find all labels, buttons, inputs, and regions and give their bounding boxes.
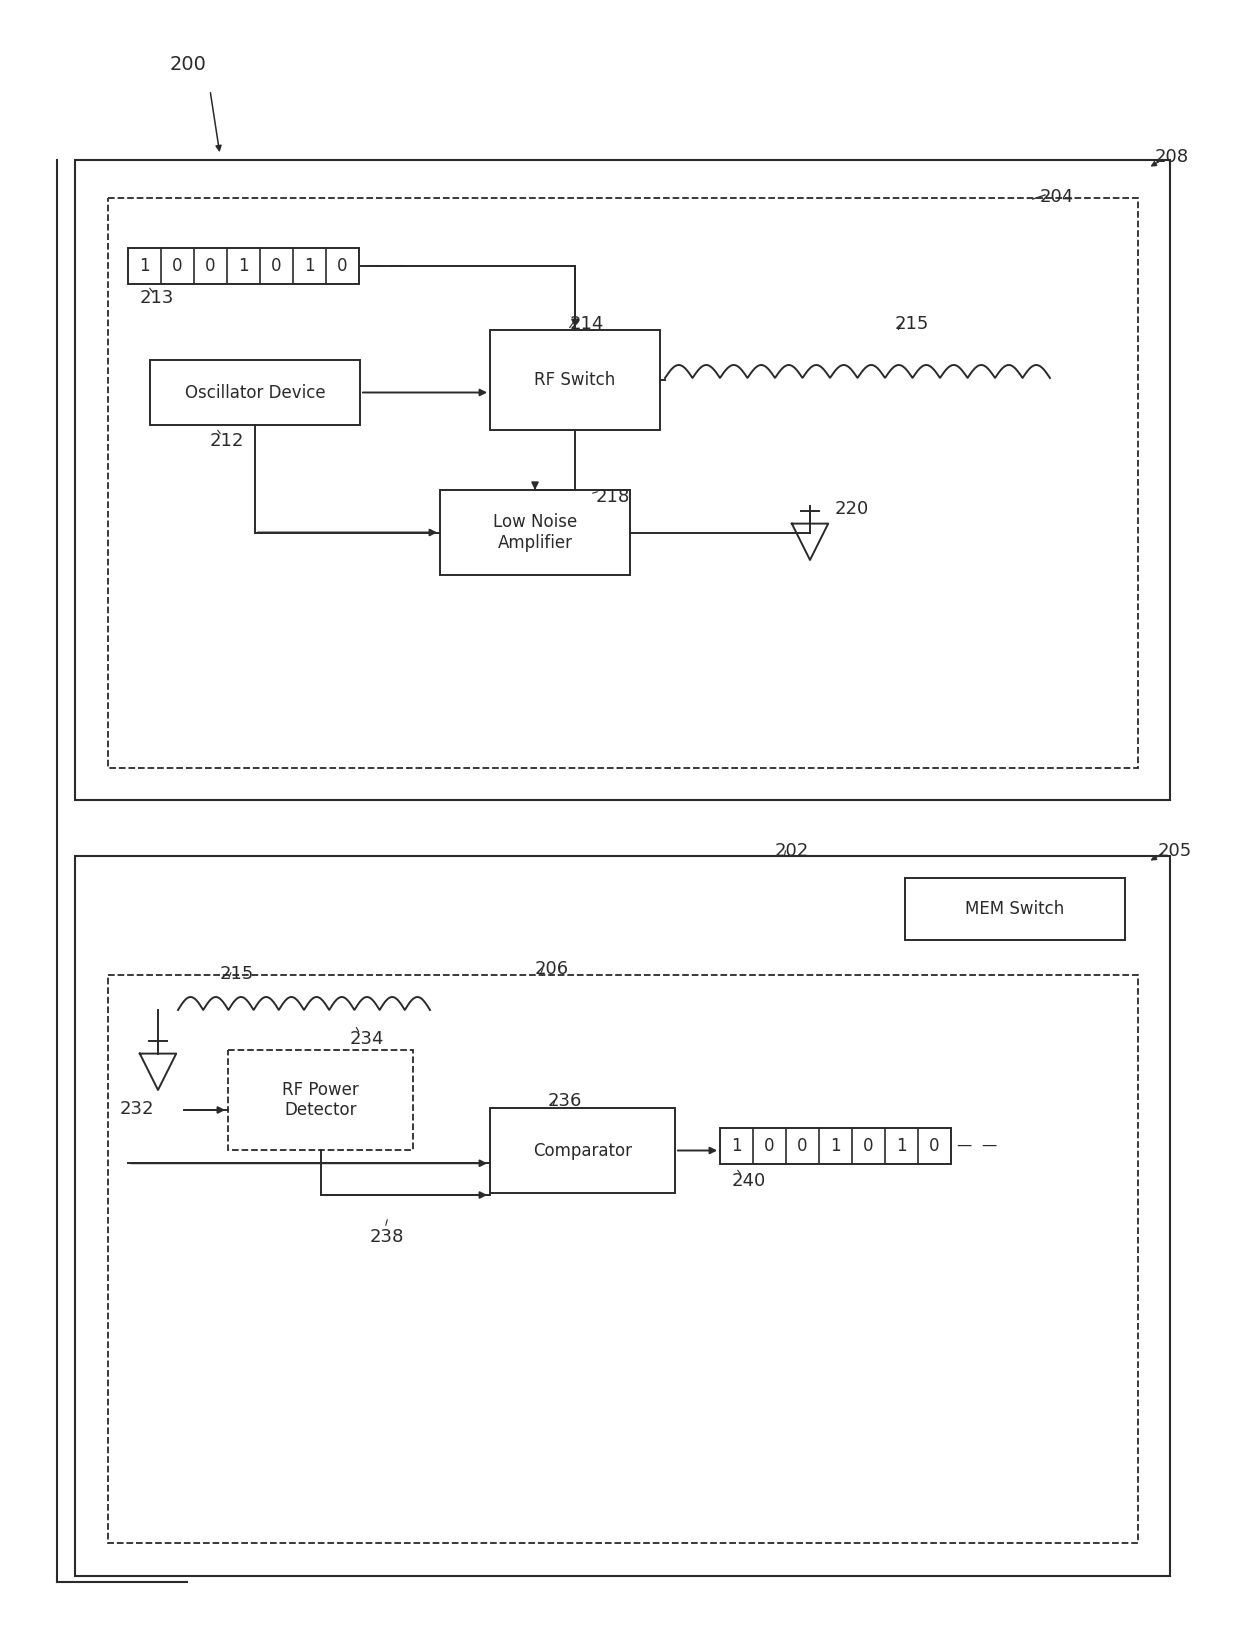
Text: 215: 215 <box>895 315 929 333</box>
Bar <box>74 160 1171 800</box>
Text: 0: 0 <box>272 256 281 276</box>
Text: 214: 214 <box>570 315 604 333</box>
Bar <box>490 1108 675 1193</box>
Text: 220: 220 <box>835 499 869 517</box>
Text: 213: 213 <box>140 289 175 307</box>
Polygon shape <box>792 524 828 560</box>
Text: 208: 208 <box>1154 149 1189 166</box>
Text: 236: 236 <box>548 1092 583 1110</box>
Bar <box>108 974 1138 1542</box>
Bar <box>150 361 360 424</box>
Text: 1: 1 <box>831 1138 841 1155</box>
Bar <box>128 248 360 284</box>
Text: 0: 0 <box>172 256 182 276</box>
Text: 1: 1 <box>139 256 150 276</box>
Text: 240: 240 <box>732 1172 766 1190</box>
Bar <box>905 878 1125 940</box>
Text: 205: 205 <box>1158 842 1192 860</box>
Bar <box>74 857 1171 1577</box>
Bar <box>490 330 660 429</box>
Text: 204: 204 <box>1040 188 1074 206</box>
Text: 1: 1 <box>732 1138 742 1155</box>
Text: RF Power
Detector: RF Power Detector <box>283 1080 358 1120</box>
Text: 206: 206 <box>534 960 569 978</box>
Text: 202: 202 <box>775 842 810 860</box>
Text: 232: 232 <box>120 1100 155 1118</box>
Text: Comparator: Comparator <box>533 1141 632 1159</box>
Text: 200: 200 <box>170 55 207 73</box>
Polygon shape <box>140 1054 176 1090</box>
Bar <box>108 197 1138 769</box>
Text: Oscillator Device: Oscillator Device <box>185 384 325 401</box>
Text: 0: 0 <box>863 1138 874 1155</box>
Text: 0: 0 <box>929 1138 940 1155</box>
Text: 1: 1 <box>238 256 249 276</box>
Text: —  —: — — <box>957 1139 997 1154</box>
Bar <box>228 1049 413 1151</box>
Text: 234: 234 <box>350 1030 384 1048</box>
Text: Low Noise
Amplifier: Low Noise Amplifier <box>492 512 577 552</box>
Bar <box>440 490 630 574</box>
Text: MEM Switch: MEM Switch <box>966 899 1065 917</box>
Text: 1: 1 <box>304 256 315 276</box>
Text: 0: 0 <box>764 1138 775 1155</box>
Text: —  —: — — <box>365 258 405 274</box>
Text: 1: 1 <box>897 1138 906 1155</box>
Text: 0: 0 <box>206 256 216 276</box>
Text: 218: 218 <box>596 488 630 506</box>
Text: 215: 215 <box>219 965 254 982</box>
Text: 212: 212 <box>210 432 244 450</box>
Text: 238: 238 <box>370 1227 404 1245</box>
Bar <box>720 1128 951 1164</box>
Text: RF Switch: RF Switch <box>534 370 615 388</box>
Text: 0: 0 <box>797 1138 807 1155</box>
Text: 0: 0 <box>337 256 347 276</box>
